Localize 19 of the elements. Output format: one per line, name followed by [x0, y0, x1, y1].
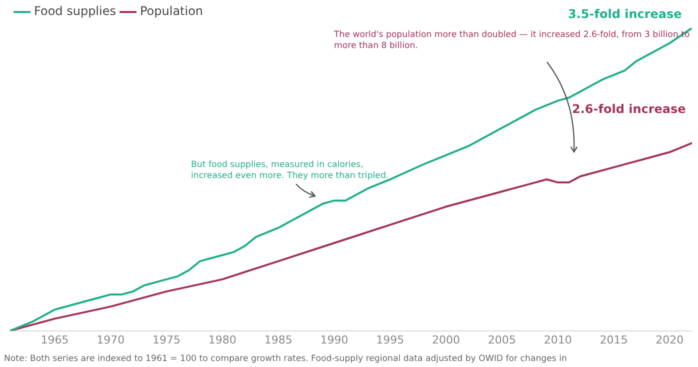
x-tick-label: 1965	[40, 333, 69, 346]
annotation: The world's population more than doubled — it increased 2.6-fold, from 3 billion to more than 8 billion.	[334, 30, 691, 52]
legend-label: Population	[140, 4, 204, 18]
x-tick-label: 2005	[488, 333, 516, 346]
x-tick-label: 1970	[96, 333, 125, 346]
x-tick-label: 1980	[208, 333, 236, 346]
legend-label: Food supplies	[34, 4, 116, 18]
text: Note: Both series are indexed to 1961 = 100 to compare growth rates. Food-supply regional data adjusted by OWID for changes in	[4, 354, 568, 365]
x-tick-label: 2015	[600, 333, 628, 346]
x-tick-label: 2000	[432, 333, 460, 346]
x-tick-label: 1985	[264, 333, 292, 346]
x-tick-label: 1975	[152, 333, 181, 346]
x-tick-label: 1995	[376, 333, 404, 346]
annotation: 2.6-fold increase	[572, 102, 686, 116]
x-tick-label: 2010	[544, 333, 572, 346]
x-tick-label: 2020	[656, 333, 684, 346]
x-tick-label: 1990	[320, 333, 348, 346]
annotation: But food supplies, measured in calories, increased even more. They more than tripled.	[191, 160, 390, 182]
text: 3.5-fold increase	[568, 7, 682, 21]
